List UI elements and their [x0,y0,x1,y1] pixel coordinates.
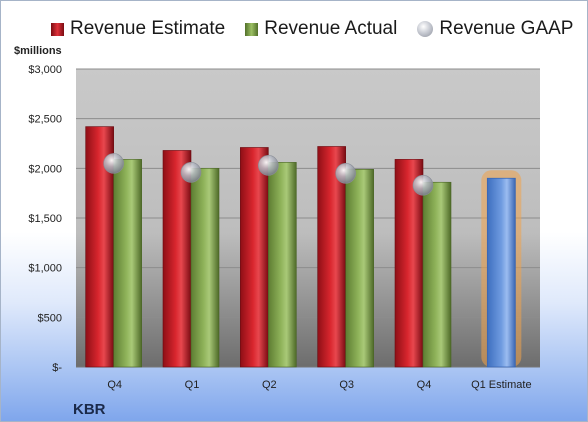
gaap-point [335,163,356,184]
legend-estimate-label: Revenue Estimate [70,18,226,39]
x-tick-label: Q4 [417,379,432,391]
y-tick-label: $3,000 [28,64,62,76]
bar-actual [422,181,452,368]
x-tick-label: Q4 [107,379,122,391]
y-tick-label: $2,000 [28,163,62,175]
estimate-swatch-icon [51,22,64,36]
bar-estimate [240,147,269,368]
y-tick-label: $2,500 [28,114,62,126]
x-tick-label: Q2 [262,379,277,391]
gaap-point [258,155,279,176]
legend-item-estimate: Revenue Estimate [51,18,225,40]
bar-actual [345,169,374,368]
y-tick-label: $500 [38,312,62,324]
legend-actual-label: Revenue Actual [264,18,398,39]
gaap-swatch-icon [417,21,434,37]
y-tick-label: $- [52,362,62,374]
actual-swatch-icon [245,22,259,36]
gaap-point [103,153,124,174]
gaap-point [180,162,202,183]
y-tick-label: $1,500 [28,213,62,225]
company-ticker: KBR [73,401,106,418]
legend-gaap-label: Revenue GAAP [439,18,574,39]
legend-item-actual: Revenue Actual [245,18,397,40]
legend: Revenue Estimate Revenue Actual Revenue … [51,18,587,40]
bar-actual [190,168,220,368]
gaap-point [412,174,434,196]
y-axis-unit-label: $millions [14,45,62,57]
bar-actual [113,159,142,368]
bar-actual [268,162,297,368]
bar-estimate [162,150,192,368]
x-tick-label: Q1 [185,379,200,391]
x-tick-label: Q1 Estimate [471,379,532,391]
x-tick-label: Q3 [339,379,354,391]
legend-item-gaap: Revenue GAAP [417,18,573,40]
bar-forecast [486,177,516,368]
y-tick-label: $1,000 [28,263,62,275]
